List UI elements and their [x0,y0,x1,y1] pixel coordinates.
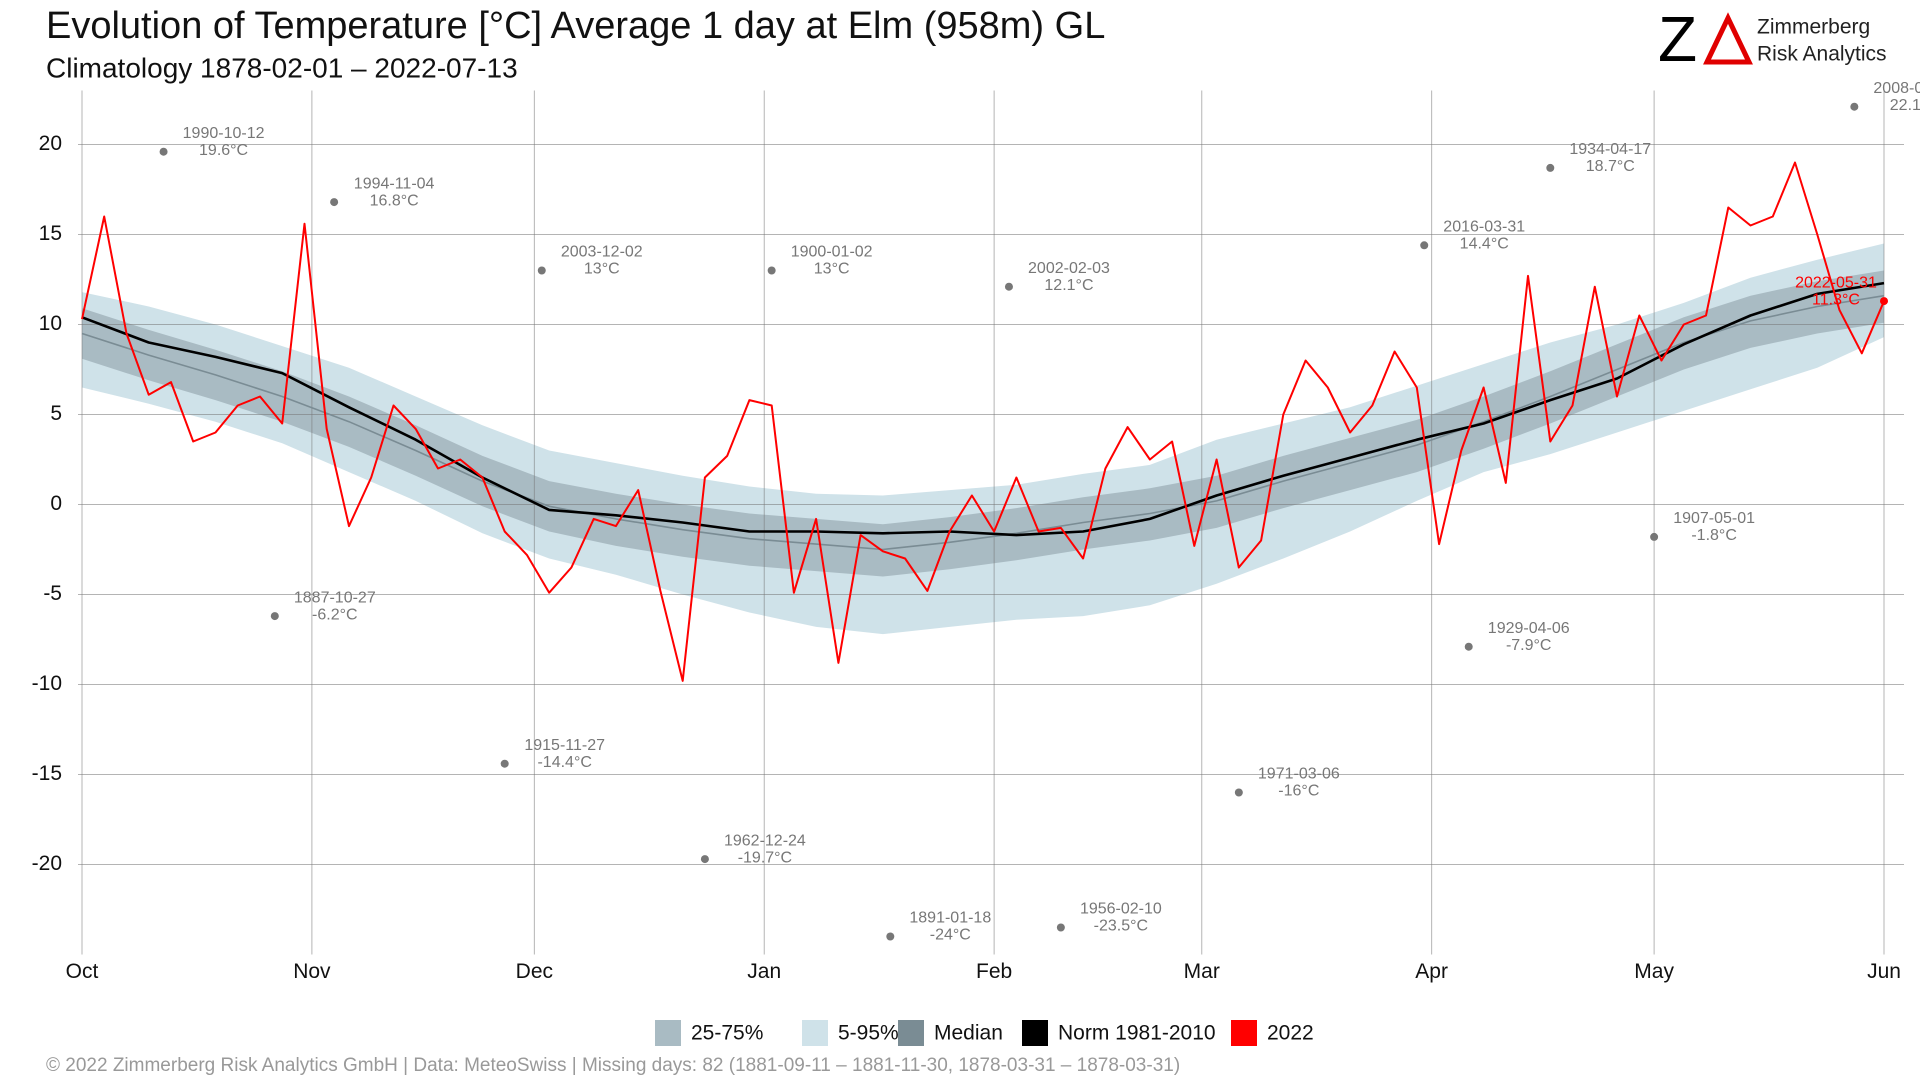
record-point [159,147,168,156]
x-tick-label: Feb [976,960,1012,983]
record-point [700,855,709,864]
legend-swatch [1022,1020,1048,1046]
legend-label: 5-95% [838,1022,899,1045]
legend-label: 25-75% [691,1022,763,1045]
record-value: -24°C [930,927,971,944]
record-value: 16.8°C [370,192,419,209]
record-date: 1962-12-24 [724,832,806,849]
record-value: -19.7°C [738,849,792,866]
record-point [1546,163,1555,172]
y-tick-label: 15 [39,222,62,245]
y-tick-label: 10 [39,312,62,335]
record-date: 1929-04-06 [1488,620,1570,637]
record-date: 2022-05-31 [1795,274,1877,291]
record-point [330,198,339,207]
record-date: 2002-02-03 [1028,260,1110,277]
chart-subtitle: Climatology 1878-02-01 – 2022-07-13 [46,52,518,83]
y-tick-label: -20 [32,852,62,875]
record-date: 1971-03-06 [1258,766,1340,783]
record-value: -6.2°C [312,606,358,623]
x-tick-label: May [1634,960,1674,983]
record-point [1880,297,1888,306]
y-tick-label: 5 [50,402,62,425]
x-tick-label: Jun [1867,960,1901,983]
legend-label: Median [934,1022,1003,1045]
record-date: 1915-11-27 [524,737,605,754]
line [81,161,1885,682]
legend-swatch [655,1020,681,1046]
record-date: 2016-03-31 [1443,219,1525,236]
legend-swatch [802,1020,828,1046]
record-value: 12.1°C [1044,277,1093,294]
record-date: 1891-01-18 [909,910,991,927]
line [81,281,1885,537]
record-value: 14.4°C [1460,236,1509,253]
y-tick-label: -10 [32,672,62,695]
logo-line1: Zimmerberg [1757,16,1870,39]
record-date: 1900-01-02 [791,244,873,261]
y-tick-label: -5 [43,582,62,605]
y-tick-label: 0 [50,492,62,515]
record-date: 1990-10-12 [183,125,265,142]
record-point [1850,102,1859,111]
record-point [1464,642,1473,651]
record-date: 1956-02-10 [1080,901,1162,918]
record-date: 2008-05-28 [1873,80,1920,97]
x-tick-label: Mar [1184,960,1220,983]
record-value: -16°C [1278,783,1319,800]
x-tick-label: Jan [747,960,781,983]
record-date: 1907-05-01 [1673,510,1755,527]
legend-label: Norm 1981-2010 [1058,1022,1216,1045]
chart-title: Evolution of Temperature [°C] Average 1 … [46,5,1105,47]
y-tick-label: 20 [39,132,62,155]
record-value: 22.1°C [1890,97,1920,114]
x-tick-label: Dec [516,960,553,983]
record-value: -1.8°C [1691,527,1737,544]
x-tick-label: Apr [1415,960,1448,983]
source-note: © 2022 Zimmerberg Risk Analytics GmbH | … [46,1055,1180,1076]
record-value: -7.9°C [1506,637,1552,654]
logo: Z Zimmerberg Risk Analytics [1658,3,1887,75]
record-point [500,759,509,768]
record-value: 13°C [814,261,850,278]
record-value: 19.6°C [199,142,248,159]
y-tick-label: -15 [32,762,62,785]
record-point [270,612,279,621]
legend-label: 2022 [1267,1022,1314,1045]
record-date: 1994-11-04 [354,175,435,192]
record-value: 18.7°C [1586,158,1635,175]
logo-line2: Risk Analytics [1757,43,1887,66]
legend-swatch [898,1020,924,1046]
record-value: 13°C [584,261,620,278]
band [82,243,1884,635]
logo-triangle [1703,12,1753,65]
record-point [767,266,776,275]
record-point [537,266,546,275]
record-point [1650,532,1659,541]
record-date: 1887-10-27 [294,589,376,606]
record-point [1056,923,1065,932]
record-point [1004,282,1013,291]
logo-letter: Z [1658,3,1697,75]
record-point [1420,241,1429,250]
record-point [886,932,895,941]
x-tick-label: Oct [66,960,99,983]
legend-swatch [1231,1020,1257,1046]
record-point [1234,788,1243,797]
record-value: -14.4°C [537,754,591,771]
record-value: 11.3°C [1812,291,1860,308]
record-value: -23.5°C [1094,918,1148,935]
line [81,294,1885,551]
record-date: 2003-12-02 [561,244,643,261]
x-tick-label: Nov [293,960,331,983]
record-date: 1934-04-17 [1569,141,1651,158]
